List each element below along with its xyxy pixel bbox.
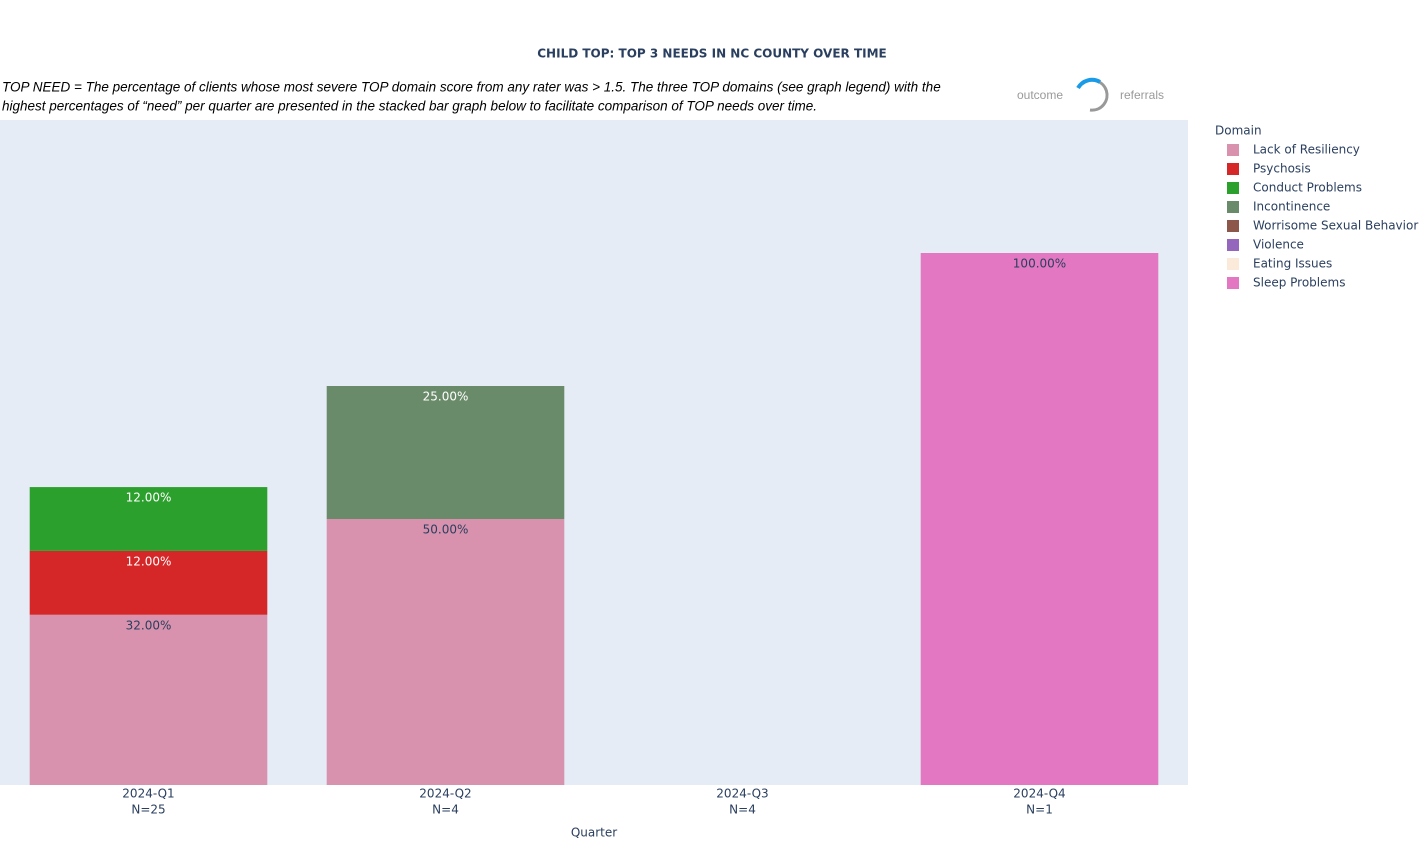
x-tick-sublabel: N=4 bbox=[432, 803, 459, 817]
value-label: 100.00% bbox=[1013, 257, 1066, 271]
value-label: 12.00% bbox=[126, 491, 172, 505]
chart-title: CHILD TOP: TOP 3 NEEDS IN NC COUNTY OVER… bbox=[537, 47, 887, 61]
legend-label: Sleep Problems bbox=[1253, 276, 1345, 290]
description: TOP NEED = The percentage of clients who… bbox=[2, 80, 941, 95]
legend-swatch bbox=[1227, 239, 1239, 251]
logo: outcome referrals bbox=[1017, 77, 1164, 112]
x-tick-label: 2024-Q1 bbox=[122, 787, 174, 801]
legend-label: Eating Issues bbox=[1253, 257, 1332, 271]
legend-swatch bbox=[1227, 201, 1239, 213]
legend-title: Domain bbox=[1215, 124, 1262, 138]
legend-swatch bbox=[1227, 277, 1239, 289]
x-tick-label: 2024-Q4 bbox=[1013, 787, 1065, 801]
x-tick-sublabel: N=25 bbox=[131, 803, 165, 817]
value-label: 50.00% bbox=[423, 523, 469, 537]
bar bbox=[326, 386, 565, 519]
logo-text: outcome bbox=[1017, 88, 1063, 102]
legend-swatch bbox=[1227, 144, 1239, 156]
value-label: 32.00% bbox=[126, 618, 172, 632]
legend-label: Conduct Problems bbox=[1253, 181, 1362, 195]
description: highest percentages of “need” per quarte… bbox=[2, 99, 817, 114]
legend-swatch bbox=[1227, 220, 1239, 232]
legend-label: Worrisome Sexual Behavior bbox=[1253, 219, 1418, 233]
logo-text: referrals bbox=[1120, 88, 1164, 102]
x-tick-sublabel: N=1 bbox=[1026, 803, 1053, 817]
legend-label: Psychosis bbox=[1253, 162, 1311, 176]
x-tick-sublabel: N=4 bbox=[729, 803, 756, 817]
legend-swatch bbox=[1227, 182, 1239, 194]
bar bbox=[29, 614, 268, 785]
legend-label: Violence bbox=[1253, 238, 1304, 252]
legend-label: Lack of Resiliency bbox=[1253, 143, 1360, 157]
bar bbox=[29, 487, 268, 551]
logo-arc bbox=[1076, 77, 1102, 90]
legend-swatch bbox=[1227, 258, 1239, 270]
x-tick-label: 2024-Q3 bbox=[716, 787, 768, 801]
logo-arc bbox=[1080, 78, 1109, 112]
x-tick-label: 2024-Q2 bbox=[419, 787, 471, 801]
bar bbox=[29, 550, 268, 615]
bar bbox=[326, 519, 565, 785]
x-axis-title: Quarter bbox=[571, 826, 617, 840]
legend-label: Incontinence bbox=[1253, 200, 1330, 214]
bar bbox=[920, 253, 1159, 785]
value-label: 25.00% bbox=[423, 390, 469, 404]
legend-swatch bbox=[1227, 163, 1239, 175]
value-label: 12.00% bbox=[126, 554, 172, 568]
